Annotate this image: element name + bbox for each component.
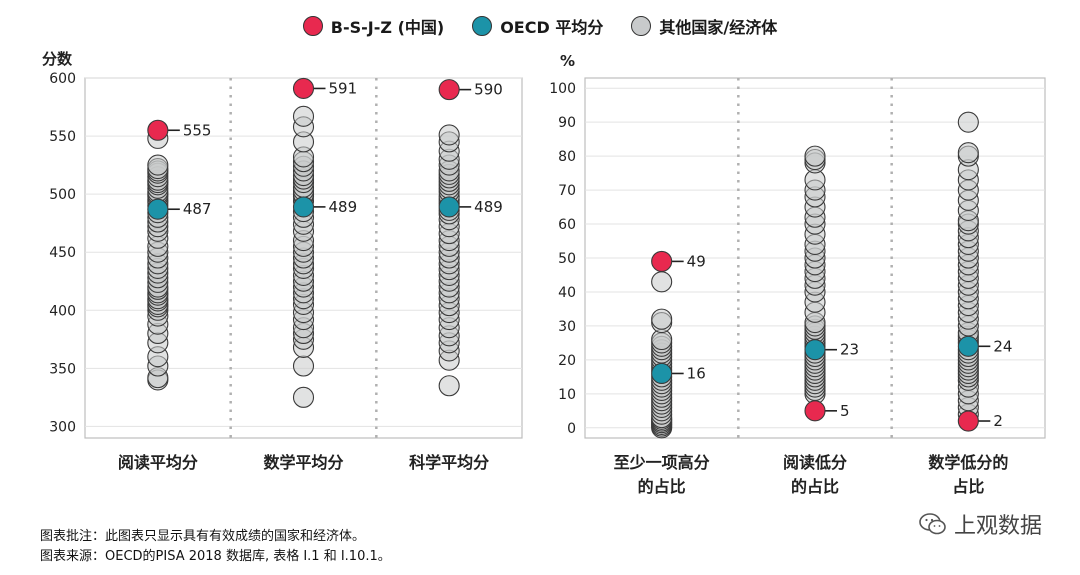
data-label-china: 2 <box>993 412 1003 430</box>
y-tick-label: 20 <box>558 353 576 369</box>
point-oecd <box>147 198 169 220</box>
data-label-china: 590 <box>474 81 503 99</box>
point-other <box>147 154 169 176</box>
x-category-label: 占比 <box>952 477 984 496</box>
point-oecd <box>292 196 315 218</box>
y-tick-label: 0 <box>567 421 576 437</box>
y-tick-label: 30 <box>558 319 576 335</box>
data-label-china: 49 <box>687 252 706 270</box>
watermark: 上观数据 <box>918 508 1042 540</box>
y-tick-label: 450 <box>49 245 76 261</box>
point-other <box>292 386 315 408</box>
y-tick-label: 60 <box>558 217 576 233</box>
data-label-china: 591 <box>329 79 358 97</box>
point-other <box>957 142 979 164</box>
y-axis-label: 分数 <box>42 50 73 68</box>
y-tick-label: 500 <box>49 187 76 203</box>
point-other <box>651 271 673 293</box>
point-other <box>292 105 315 127</box>
y-tick-label: 400 <box>49 303 76 319</box>
data-label-oecd: 24 <box>993 337 1012 355</box>
x-category-label: 数学平均分 <box>263 453 343 472</box>
point-oecd <box>438 196 460 218</box>
point-oecd <box>957 335 979 357</box>
point-other <box>651 308 673 330</box>
legend-item-china: B-S-J-Z (中国) <box>302 14 445 38</box>
y-tick-label: 80 <box>558 149 576 165</box>
x-category-label: 科学平均分 <box>409 453 489 472</box>
point-oecd <box>651 362 673 385</box>
point-china <box>957 410 979 432</box>
legend-label-oecd: OECD 平均分 <box>500 18 604 37</box>
data-label-oecd: 489 <box>329 198 358 216</box>
wechat-icon <box>919 513 946 535</box>
point-china <box>651 250 673 272</box>
x-category-label: 的占比 <box>638 477 686 496</box>
footnote-note: 图表批注：此图表只显示具有有效成绩的国家和经济体。 <box>40 529 366 544</box>
x-category-label: 阅读平均分 <box>118 453 198 472</box>
data-label-china: 5 <box>840 402 850 420</box>
data-label-china: 555 <box>183 121 212 139</box>
legend-marker-other <box>631 16 652 36</box>
x-category-label: 数学低分的 <box>928 453 1008 472</box>
point-other <box>804 145 826 167</box>
y-tick-label: 40 <box>558 285 576 301</box>
point-other <box>957 111 979 133</box>
y-axis-label: % <box>560 52 575 70</box>
x-category-label: 的占比 <box>791 477 839 496</box>
point-china <box>292 77 315 100</box>
y-tick-label: 50 <box>558 251 576 267</box>
y-tick-label: 100 <box>549 81 576 97</box>
legend-label-china: B-S-J-Z (中国) <box>330 18 445 37</box>
footnote-source: 图表来源：OECD的PISA 2018 数据库, 表格 I.1 和 I.10.1… <box>40 549 391 564</box>
x-category-label: 阅读低分 <box>783 453 847 472</box>
y-tick-label: 600 <box>49 71 76 87</box>
data-label-oecd: 23 <box>840 341 859 359</box>
legend-marker-china <box>302 16 323 36</box>
y-tick-label: 90 <box>558 115 576 131</box>
legend: B-S-J-Z (中国) OECD 平均分 其他国家/经济体 <box>0 14 1080 38</box>
legend-marker-oecd <box>472 16 493 36</box>
y-tick-label: 300 <box>49 419 76 435</box>
legend-item-oecd: OECD 平均分 <box>472 14 603 38</box>
x-category-label: 至少一项高分 <box>614 453 710 472</box>
data-label-oecd: 16 <box>687 364 706 382</box>
point-other <box>438 124 460 146</box>
data-label-oecd: 489 <box>474 198 503 216</box>
point-other <box>292 355 315 377</box>
point-china <box>804 400 826 422</box>
data-label-oecd: 487 <box>183 200 212 218</box>
y-tick-label: 70 <box>558 183 576 199</box>
y-tick-label: 550 <box>49 129 76 145</box>
point-china <box>438 79 460 101</box>
y-tick-label: 10 <box>558 387 576 403</box>
watermark-text: 上观数据 <box>953 514 1042 539</box>
legend-item-other: 其他国家/经济体 <box>631 14 777 38</box>
chart-panel-2: 0102030405060708090100%至少一项高分的占比阅读低分的占比数… <box>549 52 1046 496</box>
legend-label-other: 其他国家/经济体 <box>659 18 778 37</box>
point-other <box>438 375 460 397</box>
y-tick-label: 350 <box>49 361 76 377</box>
point-china <box>147 119 169 141</box>
point-oecd <box>804 339 826 361</box>
